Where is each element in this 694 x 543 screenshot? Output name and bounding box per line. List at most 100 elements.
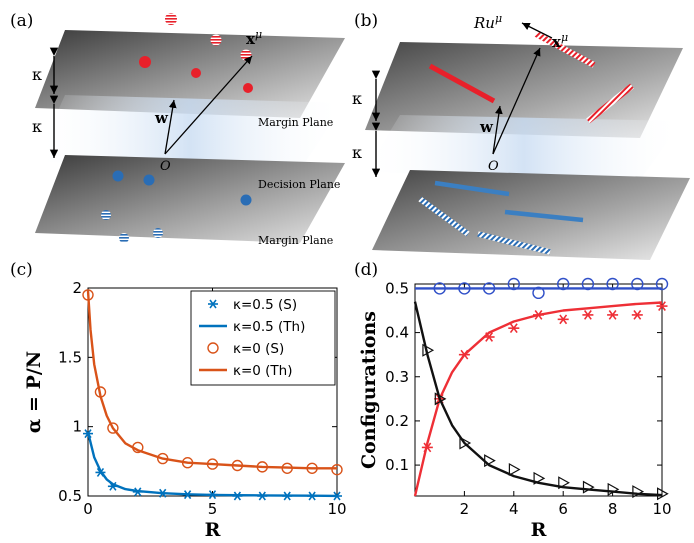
margin-plane-bottom-label: Margin Plane [258, 234, 333, 247]
y-tick-label: 1.5 [58, 348, 82, 366]
x-tick-label: 5 [208, 500, 218, 518]
y-tick-label: 0.1 [385, 456, 409, 474]
chart-c: 0 5 10 0.5 1 1.5 2 Rα = P/N κ=0.5 (S) κ=0.5 (Th) κ… [23, 279, 347, 541]
red-point [191, 68, 201, 78]
star-stroke [559, 314, 568, 325]
kappa-label-top: κ [352, 89, 362, 108]
panel-d: (d) 2 4 6 8 10 0.1 0.2 0.3 0.4 0.5 R Configurations [354, 260, 672, 541]
data-point-circle [631, 277, 644, 291]
data-point-circle [207, 342, 219, 354]
top-margin-plane [365, 42, 683, 138]
star-stroke [583, 310, 592, 320]
blue-striped-manifold [477, 231, 551, 255]
red-point [139, 56, 151, 68]
blue-striped-point [101, 210, 111, 220]
decision-plane-label: Decision Plane [258, 178, 340, 191]
kappa-label-top: κ [32, 65, 42, 84]
data-point-star [458, 349, 470, 360]
data-point-triangle [656, 487, 669, 501]
data-point-circle [107, 422, 119, 434]
star-stroke [109, 481, 117, 491]
plot-area [414, 283, 663, 497]
data-point-triangle [508, 462, 521, 477]
x-axis-label: R [205, 519, 221, 541]
star-stroke [608, 310, 617, 320]
panel-c-tag: (c) [10, 260, 33, 280]
blue-manifold [504, 209, 584, 223]
top-margin-plane [35, 30, 345, 118]
panel-c: (c) 0 5 10 0.5 1 1.5 2 Rα = P/N κ=0.5 (S) κ=0.5 (… [10, 260, 347, 541]
data-point-circle [331, 463, 343, 476]
w-vector [164, 99, 177, 155]
data-point-circle [433, 282, 446, 295]
series-line [86, 290, 337, 470]
x-vector [492, 47, 541, 155]
w-vector [492, 105, 503, 155]
x-mu-label: xμ [246, 28, 262, 48]
red-striped-point [210, 34, 222, 46]
origin-label: O [160, 159, 171, 174]
red-striped-manifold [586, 83, 634, 124]
legend-label: κ=0 (Th) [233, 363, 292, 379]
blue-point [112, 170, 124, 182]
data-point-star [508, 323, 520, 334]
x-tick-label: 2 [460, 500, 470, 518]
data-point-star [557, 314, 569, 325]
bottom-margin-plane [35, 155, 345, 243]
kappa-label-bottom: κ [352, 143, 362, 162]
panel-b: (b) κ κ O w xμ Ruμ [352, 11, 690, 260]
blue-striped-manifold [418, 196, 470, 237]
data-point-circle [532, 286, 545, 300]
y-axis-label: α = P/N [23, 351, 45, 433]
star-stroke [509, 323, 518, 334]
panel-d-tag: (d) [354, 260, 378, 280]
data-point-triangle [533, 471, 546, 485]
data-point-star [208, 299, 218, 309]
data-point-triangle [434, 392, 447, 406]
kappa-label-bottom: κ [32, 117, 42, 136]
data-point-circle [482, 282, 496, 295]
data-point-triangle [582, 480, 595, 494]
blue-striped-point [153, 228, 163, 238]
y-tick-label: 0.3 [385, 368, 409, 386]
star-stroke [460, 349, 469, 360]
decision-plane [365, 115, 683, 180]
blue-striped-point [119, 233, 129, 243]
series-line [413, 301, 663, 497]
star-stroke [658, 301, 666, 311]
red-point [243, 83, 253, 93]
star-stroke [534, 310, 543, 320]
series-line [86, 431, 338, 498]
red-striped-point [165, 13, 177, 25]
data-point-star [607, 310, 619, 320]
x-tick-label: 8 [608, 500, 618, 518]
data-point-triangle [484, 454, 496, 468]
panel-a-tag: (a) [10, 11, 33, 31]
data-point-star [656, 301, 668, 311]
data-point-triangle [607, 482, 620, 496]
data-point-circle [458, 282, 471, 295]
red-striped-manifold [534, 31, 596, 68]
data-point-star [483, 332, 495, 342]
y-tick-label: 0.5 [385, 279, 409, 297]
x-tick-label: 4 [509, 500, 519, 518]
star-stroke [633, 310, 642, 320]
x-tick-label: 6 [558, 500, 568, 518]
data-point-circle [557, 277, 570, 291]
w-label: w [154, 109, 169, 127]
ru-vector [521, 22, 553, 39]
y-tick-label: 0.4 [385, 324, 409, 342]
legend-label: κ=0.5 (Th) [233, 319, 305, 335]
decision-plane [35, 95, 345, 170]
blue-manifold [434, 180, 510, 197]
star-stroke [423, 442, 432, 453]
margin-plane-top-label: Margin Plane [258, 116, 333, 129]
y-tick-label: 0.2 [385, 412, 409, 430]
data-point-star [582, 310, 594, 320]
star-stroke [333, 491, 341, 501]
chart-d: 2 4 6 8 10 0.1 0.2 0.3 0.4 0.5 R Configurations [358, 277, 672, 541]
x-tick-label: 10 [652, 500, 671, 518]
star-stroke [209, 299, 217, 309]
x-tick-label: 10 [327, 500, 346, 518]
